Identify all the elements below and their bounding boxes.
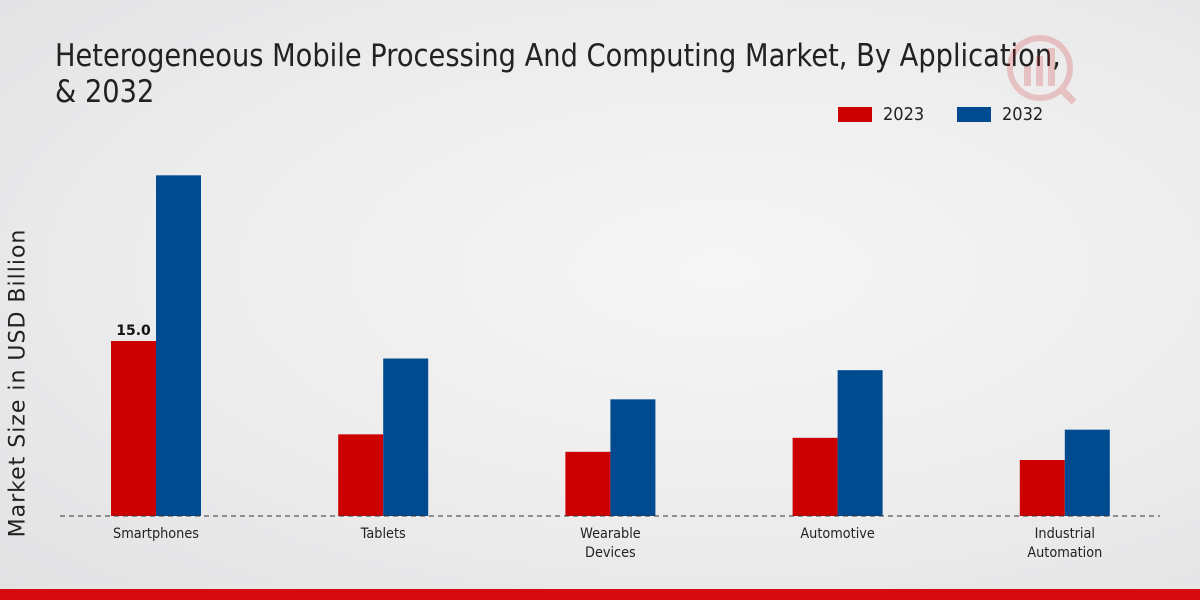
watermark-logo-icon <box>1000 28 1080 112</box>
legend-item-2032[interactable]: 2032 <box>957 104 1048 125</box>
legend-swatch-2032 <box>957 107 991 122</box>
bar-smartphones-2032[interactable] <box>156 175 201 517</box>
bar-tablets-2023[interactable] <box>338 434 384 516</box>
bar-tablets-2032[interactable] <box>383 358 429 517</box>
x-tick-label: Automotive <box>800 527 874 543</box>
chart-title: Heterogeneous Mobile Processing And Comp… <box>55 38 1063 110</box>
chart-title-line-2: & 2032 <box>55 74 155 110</box>
chart-title-line-1: Heterogeneous Mobile Processing And Comp… <box>55 38 1063 74</box>
legend-label-2032: 2032 <box>1002 104 1044 125</box>
bar-industrial-automation-2032[interactable] <box>1064 429 1110 516</box>
x-tick-label: Industrial Automation <box>1027 527 1102 562</box>
legend-item-2023[interactable]: 2023 <box>838 104 929 125</box>
x-tick-label: Smartphones <box>113 527 199 543</box>
legend-swatch-2023 <box>838 107 872 122</box>
bar-automotive-2023[interactable] <box>792 437 838 516</box>
bar-industrial-automation-2023[interactable] <box>1019 460 1065 516</box>
bar-automotive-2032[interactable] <box>837 370 883 516</box>
legend-label-2023: 2023 <box>883 104 925 125</box>
x-tick-label: Wearable Devices <box>580 527 641 562</box>
data-label: 15.0 <box>116 323 151 339</box>
bar-wearable-devices-2023[interactable] <box>565 451 611 516</box>
bottom-accent-bar <box>0 589 1200 600</box>
x-tick-label: Tablets <box>360 527 406 543</box>
bar-wearable-devices-2032[interactable] <box>610 399 656 516</box>
bar-smartphones-2023[interactable] <box>111 341 156 516</box>
